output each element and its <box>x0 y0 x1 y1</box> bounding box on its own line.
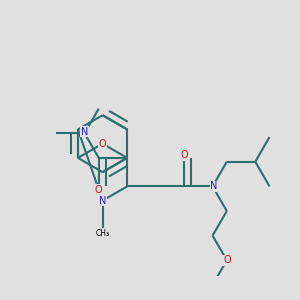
Text: N: N <box>99 196 106 206</box>
Text: N: N <box>211 182 218 191</box>
Text: O: O <box>95 185 103 195</box>
Text: O: O <box>99 139 106 149</box>
Text: N: N <box>81 127 88 137</box>
Text: CH₃: CH₃ <box>95 229 110 238</box>
Text: O: O <box>223 255 231 265</box>
Text: O: O <box>180 150 188 160</box>
